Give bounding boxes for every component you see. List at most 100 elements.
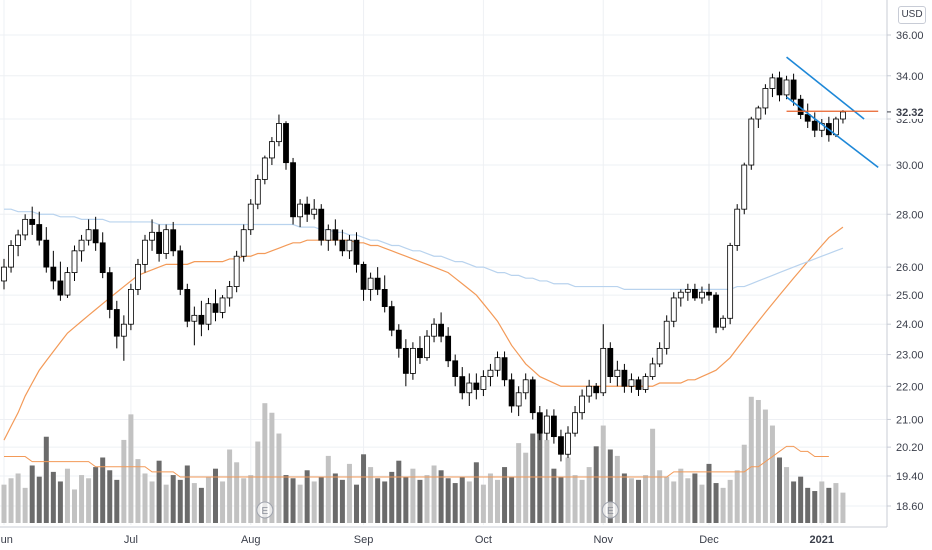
volume-bar (100, 457, 106, 523)
candle (790, 73, 797, 106)
trendlines[interactable] (786, 56, 879, 169)
time-tick-label: Jun (0, 534, 13, 546)
candle-body (508, 379, 515, 407)
volume-bar (593, 446, 599, 523)
candle (120, 315, 127, 361)
candle (43, 227, 50, 273)
candle (769, 73, 776, 98)
candle (177, 245, 184, 296)
candle-body (607, 347, 614, 377)
candle-body (438, 323, 445, 337)
candle (106, 267, 113, 319)
candle-body (663, 320, 670, 349)
candle (670, 292, 677, 328)
candle-body (247, 203, 254, 231)
volume-bar (135, 459, 141, 523)
candle-body (642, 376, 649, 390)
candle-body (353, 239, 360, 265)
volume-bar (22, 487, 28, 523)
currency-button[interactable]: USD (898, 6, 926, 24)
candle (15, 229, 22, 257)
candle-body (783, 79, 790, 96)
candle (515, 386, 522, 417)
candle-body (15, 234, 22, 246)
candle (163, 224, 170, 259)
moving-average-lines (3, 208, 844, 441)
last-price-background (891, 103, 931, 119)
earnings-marker (601, 501, 619, 519)
candle-body (374, 277, 381, 290)
volume-moving-average (4, 445, 829, 478)
candle (409, 342, 416, 380)
volume-bar (558, 476, 564, 523)
candle-body (57, 280, 64, 296)
candle-body (99, 242, 106, 274)
candle-body (36, 224, 43, 241)
volume-bar (657, 470, 663, 523)
candle-body (741, 164, 748, 210)
candle-body (163, 229, 170, 254)
volume-bar (628, 478, 634, 523)
volume-bar (191, 483, 197, 523)
volume-bar (142, 473, 148, 523)
candle (459, 367, 466, 400)
candle-body (367, 277, 374, 290)
price-tick-label: 24.00 (896, 319, 924, 331)
candle-body (1, 266, 7, 282)
candle (388, 300, 395, 337)
volume-bar (530, 433, 536, 523)
volume-bar (276, 433, 282, 523)
volume-bar (114, 479, 120, 523)
candle-body (713, 294, 719, 328)
candle-body (64, 272, 71, 296)
volume-bar (798, 476, 804, 523)
time-axis[interactable]: Jun Jul Aug Sep Oct Nov Dec 2021 (0, 526, 932, 550)
candle (374, 267, 381, 296)
time-tick-label: Aug (241, 534, 261, 546)
candle (586, 379, 593, 403)
candle (466, 373, 473, 406)
volume-bar (502, 467, 508, 523)
candle-body (529, 379, 536, 414)
volume-bar (720, 487, 726, 523)
volume-bar (769, 425, 775, 523)
candle (692, 283, 698, 301)
candle (818, 119, 825, 138)
candle (339, 229, 346, 257)
candle (50, 250, 57, 290)
candle (480, 370, 487, 397)
volume-bar (727, 479, 733, 523)
candle (663, 315, 670, 355)
candle-body (649, 363, 656, 377)
candle-body (290, 162, 296, 218)
price-axis[interactable]: 36.0034.0032.0030.0028.0026.0025.0024.00… (886, 0, 932, 550)
candle (240, 224, 247, 262)
candle (614, 360, 621, 387)
candle (621, 363, 628, 393)
volume-bar (403, 476, 409, 523)
candle (600, 324, 607, 397)
price-tick-label: 28.00 (896, 209, 924, 221)
candle-body (43, 239, 50, 268)
candle-body (395, 329, 402, 349)
candle-body (466, 382, 473, 394)
candle (78, 234, 85, 262)
candle-body (92, 229, 99, 244)
candle-body (522, 379, 529, 394)
volume-bar (149, 481, 155, 523)
candle-body (120, 323, 127, 337)
volume-bar (86, 478, 92, 523)
candlesticks (1, 71, 846, 462)
volume-bar (826, 487, 832, 523)
volume-bar (15, 473, 21, 523)
volume-bar (241, 478, 247, 523)
candle-body (593, 385, 600, 394)
candle (452, 354, 459, 387)
candle (734, 204, 741, 251)
candle-body (586, 385, 593, 397)
candle-body (670, 297, 677, 322)
candle-body (135, 263, 141, 290)
candle (431, 318, 437, 343)
